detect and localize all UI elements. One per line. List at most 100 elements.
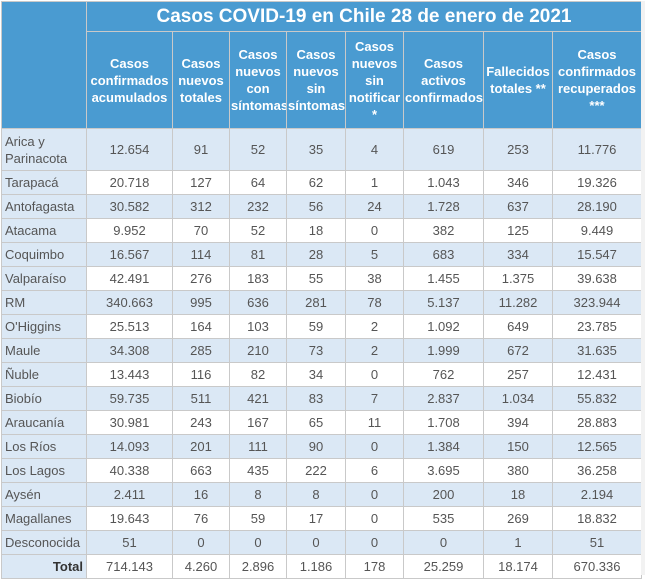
value-cell: 276 [172, 266, 230, 291]
table-row: Los Ríos 14.093 201 111 90 0 1.384 150 12.565 [1, 434, 643, 459]
value-cell: 90 [286, 434, 346, 459]
column-header: Casos nuevos sin notificar * [345, 31, 404, 129]
value-cell: 38 [345, 266, 404, 291]
value-cell: 1.092 [403, 314, 484, 339]
value-cell: 13.443 [86, 362, 173, 387]
table-row: Aysén 2.411 16 8 8 0 200 18 2.194 [1, 482, 643, 507]
value-cell: 18.174 [483, 554, 553, 579]
value-cell: 1.455 [403, 266, 484, 291]
value-cell: 1.186 [286, 554, 346, 579]
value-cell: 394 [483, 410, 553, 435]
table-row: Coquimbo 16.567 114 81 28 5 683 334 15.547 [1, 242, 643, 267]
value-cell: 9.952 [86, 218, 173, 243]
value-cell: 0 [345, 362, 404, 387]
value-cell: 312 [172, 194, 230, 219]
value-cell: 243 [172, 410, 230, 435]
column-header: Casos activos confirmados [403, 31, 484, 129]
value-cell: 59.735 [86, 386, 173, 411]
region-cell: Los Lagos [1, 458, 87, 483]
region-cell: Maule [1, 338, 87, 363]
value-cell: 81 [229, 242, 287, 267]
value-cell: 16 [172, 482, 230, 507]
value-cell: 5.137 [403, 290, 484, 315]
value-cell: 59 [229, 506, 287, 531]
value-cell: 9.449 [551, 218, 643, 243]
value-cell: 210 [229, 338, 287, 363]
region-cell: Arica y Parinacota [1, 128, 87, 171]
table-row: Desconocida 51 0 0 0 0 0 1 51 [1, 530, 643, 555]
header-row: Casos confirmados acumulados Casos nuevos… [2, 31, 643, 129]
value-cell: 2 [345, 314, 404, 339]
value-cell: 2 [345, 338, 404, 363]
value-cell: 25.513 [86, 314, 173, 339]
region-cell: Araucanía [1, 410, 87, 435]
region-cell: Valparaíso [1, 266, 87, 291]
value-cell: 83 [286, 386, 346, 411]
value-cell: 18.832 [551, 506, 643, 531]
value-cell: 40.338 [86, 458, 173, 483]
value-cell: 19.643 [86, 506, 173, 531]
value-cell: 62 [286, 170, 346, 195]
table-row: Antofagasta 30.582 312 232 56 24 1.728 637 28.19… [1, 194, 643, 219]
value-cell: 346 [483, 170, 553, 195]
value-cell: 0 [229, 530, 287, 555]
value-cell: 18 [483, 482, 553, 507]
value-cell: 0 [286, 530, 346, 555]
value-cell: 19.326 [551, 170, 643, 195]
value-cell: 281 [286, 290, 346, 315]
region-cell: Aysén [1, 482, 87, 507]
value-cell: 340.663 [86, 290, 173, 315]
value-cell: 6 [345, 458, 404, 483]
table-row: Maule 34.308 285 210 73 2 1.999 672 31.635 [1, 338, 643, 363]
value-cell: 18 [286, 218, 346, 243]
value-cell: 1 [483, 530, 553, 555]
value-cell: 380 [483, 458, 553, 483]
value-cell: 24 [345, 194, 404, 219]
value-cell: 30.981 [86, 410, 173, 435]
value-cell: 0 [345, 434, 404, 459]
table-row: RM 340.663 995 636 281 78 5.137 11.282 323.944 [1, 290, 643, 315]
value-cell: 15.547 [551, 242, 643, 267]
value-cell: 55 [286, 266, 346, 291]
value-cell: 23.785 [551, 314, 643, 339]
region-cell: Desconocida [1, 530, 87, 555]
value-cell: 637 [483, 194, 553, 219]
value-cell: 323.944 [551, 290, 643, 315]
value-cell: 150 [483, 434, 553, 459]
value-cell: 76 [172, 506, 230, 531]
value-cell: 11 [345, 410, 404, 435]
value-cell: 34.308 [86, 338, 173, 363]
region-cell: Total [1, 554, 87, 579]
value-cell: 12.654 [86, 128, 173, 171]
table-row: Biobío 59.735 511 421 83 7 2.837 1.034 55.832 [1, 386, 643, 411]
value-cell: 8 [286, 482, 346, 507]
region-cell: Magallanes [1, 506, 87, 531]
total-row: Total 714.143 4.260 2.896 1.186 178 25.259 18.1… [1, 554, 643, 579]
scrollbar[interactable] [641, 1, 645, 575]
value-cell: 257 [483, 362, 553, 387]
region-cell: Coquimbo [1, 242, 87, 267]
value-cell: 1.728 [403, 194, 484, 219]
value-cell: 12.431 [551, 362, 643, 387]
value-cell: 5 [345, 242, 404, 267]
value-cell: 55.832 [551, 386, 643, 411]
value-cell: 1.999 [403, 338, 484, 363]
value-cell: 35 [286, 128, 346, 171]
value-cell: 714.143 [86, 554, 173, 579]
value-cell: 0 [172, 530, 230, 555]
region-cell: Antofagasta [1, 194, 87, 219]
value-cell: 636 [229, 290, 287, 315]
table-row: Valparaíso 42.491 276 183 55 38 1.455 1.375 39.6… [1, 266, 643, 291]
value-cell: 11.776 [551, 128, 643, 171]
value-cell: 1 [345, 170, 404, 195]
value-cell: 82 [229, 362, 287, 387]
table-row: Atacama 9.952 70 52 18 0 382 125 9.449 [1, 218, 643, 243]
value-cell: 125 [483, 218, 553, 243]
region-cell: O'Higgins [1, 314, 87, 339]
table-row: Tarapacá 20.718 127 64 62 1 1.043 346 19.326 [1, 170, 643, 195]
value-cell: 663 [172, 458, 230, 483]
value-cell: 14.093 [86, 434, 173, 459]
value-cell: 670.336 [551, 554, 643, 579]
value-cell: 222 [286, 458, 346, 483]
value-cell: 52 [229, 128, 287, 171]
